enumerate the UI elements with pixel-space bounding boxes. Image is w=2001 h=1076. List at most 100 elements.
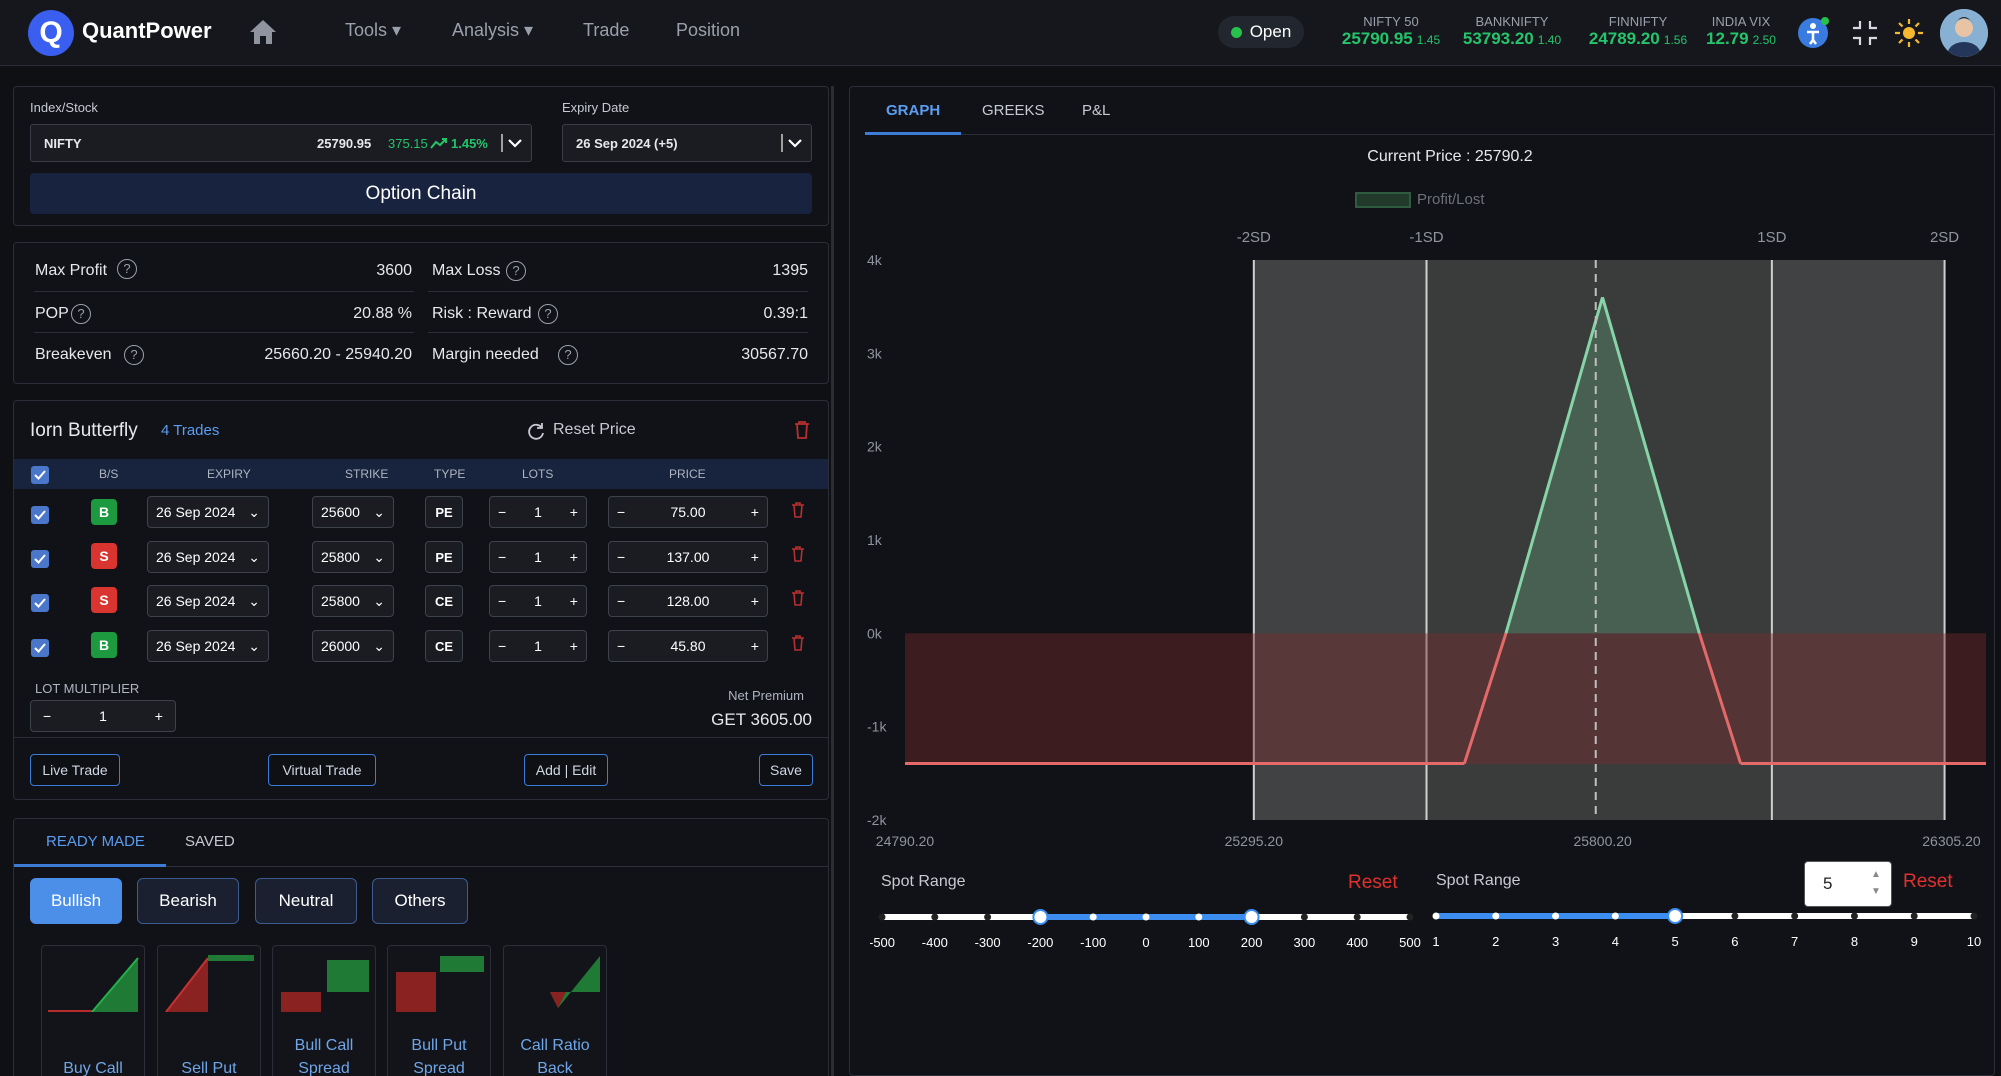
strike-picker[interactable]: 26000 ⌄ <box>312 630 394 662</box>
expiry-picker[interactable]: 26 Sep 2024 ⌄ <box>147 496 269 528</box>
category-others[interactable]: Others <box>372 878 468 924</box>
reset-price-button[interactable]: Reset Price <box>553 421 636 438</box>
help-icon[interactable]: ? <box>117 259 137 279</box>
help-icon[interactable]: ? <box>538 304 558 324</box>
left-scrollbar[interactable] <box>831 86 834 1076</box>
payoff-chart[interactable]: -2SD -1SD 1SD 2SD 4k 3k 2k 1k 0k -1k -2k 24790.20 25… <box>849 220 1995 860</box>
save-button[interactable]: Save <box>759 754 813 786</box>
category-bearish[interactable]: Bearish <box>137 878 239 924</box>
option-type-toggle[interactable]: PE <box>425 541 463 573</box>
strategy-card-bull-put-spread[interactable]: Bull Put Spread <box>387 945 491 1076</box>
compress-icon[interactable] <box>1848 16 1882 50</box>
minus-icon[interactable]: − <box>617 638 626 654</box>
plus-icon[interactable]: + <box>569 549 578 565</box>
plus-icon[interactable]: + <box>569 504 578 520</box>
add-edit-button[interactable]: Add | Edit <box>524 754 608 786</box>
minus-icon[interactable]: − <box>617 504 626 520</box>
index-nifty50[interactable]: NIFTY 50 25790.95 1.45 <box>1326 14 1456 49</box>
home-icon[interactable] <box>248 18 278 46</box>
tab-ready-made[interactable]: READY MADE <box>46 833 145 850</box>
expiry-select[interactable] <box>562 124 812 162</box>
option-type-toggle[interactable]: CE <box>425 585 463 617</box>
strike-picker[interactable]: 25600 ⌄ <box>312 496 394 528</box>
expiry-picker[interactable]: 26 Sep 2024 ⌄ <box>147 541 269 573</box>
strike-picker[interactable]: 25800 ⌄ <box>312 541 394 573</box>
spot-range-reset-button-2[interactable]: Reset <box>1903 871 1953 892</box>
lots-stepper[interactable]: − 1 + <box>489 541 587 573</box>
spot-range-slider[interactable]: -500 -400 -300 -200 -100 0 100 200 300 400 500 <box>870 900 1430 958</box>
minus-icon[interactable]: − <box>617 593 626 609</box>
tab-graph[interactable]: GRAPH <box>886 102 941 119</box>
help-icon[interactable]: ? <box>71 304 91 324</box>
row-checkbox[interactable] <box>31 639 49 657</box>
minus-icon[interactable]: − <box>617 549 626 565</box>
virtual-trade-button[interactable]: Virtual Trade <box>268 754 376 786</box>
delete-row-icon[interactable] <box>791 546 805 562</box>
minus-icon[interactable]: − <box>43 708 52 724</box>
spot-range-reset-button[interactable]: Reset <box>1348 872 1398 893</box>
row-checkbox[interactable] <box>31 594 49 612</box>
plus-icon[interactable]: + <box>750 638 759 654</box>
nav-tools[interactable]: Tools ▾ <box>345 20 402 40</box>
nav-analysis[interactable]: Analysis ▾ <box>452 20 534 40</box>
strike-picker[interactable]: 25800 ⌄ <box>312 585 394 617</box>
buy-sell-toggle[interactable]: B <box>91 499 117 525</box>
price-stepper[interactable]: − 137.00 + <box>608 541 768 573</box>
row-checkbox[interactable] <box>31 550 49 568</box>
category-bullish[interactable]: Bullish <box>30 878 122 924</box>
index-indiavix[interactable]: INDIA VIX 12.79 2.50 <box>1696 14 1786 49</box>
trade-count[interactable]: 4 Trades <box>161 422 220 439</box>
minus-icon[interactable]: − <box>498 504 507 520</box>
buy-sell-toggle[interactable]: B <box>91 632 117 658</box>
spinner-arrows-icon[interactable]: ▲ ▼ <box>1871 869 1881 897</box>
nav-position[interactable]: Position <box>676 20 741 40</box>
delete-row-icon[interactable] <box>791 590 805 606</box>
help-icon[interactable]: ? <box>558 345 578 365</box>
buy-sell-toggle[interactable]: S <box>91 543 117 569</box>
help-icon[interactable]: ? <box>506 261 526 281</box>
lot-multiplier-stepper[interactable]: − 1 + <box>30 700 176 732</box>
plus-icon[interactable]: + <box>569 593 578 609</box>
user-avatar[interactable] <box>1940 9 1988 57</box>
slider-handle[interactable] <box>1032 909 1049 925</box>
price-stepper[interactable]: − 45.80 + <box>608 630 768 662</box>
minus-icon[interactable]: − <box>498 593 507 609</box>
plus-icon[interactable]: + <box>154 708 163 724</box>
tab-greeks[interactable]: GREEKS <box>982 102 1045 119</box>
plus-icon[interactable]: + <box>750 593 759 609</box>
slider-handle[interactable] <box>1243 909 1260 925</box>
minus-icon[interactable]: − <box>498 638 507 654</box>
row-checkbox[interactable] <box>31 506 49 524</box>
logo-icon[interactable]: Q <box>28 10 74 56</box>
tab-saved[interactable]: SAVED <box>185 833 235 850</box>
option-chain-button[interactable]: Option Chain <box>30 173 812 214</box>
lots-stepper[interactable]: − 1 + <box>489 630 587 662</box>
price-stepper[interactable]: − 75.00 + <box>608 496 768 528</box>
price-stepper[interactable]: − 128.00 + <box>608 585 768 617</box>
expiry-picker[interactable]: 26 Sep 2024 ⌄ <box>147 630 269 662</box>
help-icon[interactable]: ? <box>124 345 144 365</box>
spot-range-input[interactable]: 5 <box>1804 861 1892 907</box>
minus-icon[interactable]: − <box>498 549 507 565</box>
refresh-icon[interactable] <box>527 422 545 440</box>
spot-range-slider-2[interactable]: 1 2 3 4 5 6 7 8 9 10 <box>1428 900 1988 958</box>
expiry-picker[interactable]: 26 Sep 2024 ⌄ <box>147 585 269 617</box>
lots-stepper[interactable]: − 1 + <box>489 585 587 617</box>
index-select[interactable] <box>30 124 532 162</box>
plus-icon[interactable]: + <box>750 549 759 565</box>
delete-row-icon[interactable] <box>791 635 805 651</box>
select-all-checkbox[interactable] <box>31 466 49 484</box>
plus-icon[interactable]: + <box>569 638 578 654</box>
strategy-card-call-ratio-back[interactable]: Call Ratio Back <box>503 945 607 1076</box>
delete-row-icon[interactable] <box>791 502 805 518</box>
option-type-toggle[interactable]: PE <box>425 496 463 528</box>
index-banknifty[interactable]: BANKNIFTY 53793.20 1.40 <box>1444 14 1580 49</box>
buy-sell-toggle[interactable]: S <box>91 587 117 613</box>
option-type-toggle[interactable]: CE <box>425 630 463 662</box>
plus-icon[interactable]: + <box>750 504 759 520</box>
lots-stepper[interactable]: − 1 + <box>489 496 587 528</box>
sun-icon[interactable] <box>1892 16 1926 50</box>
index-finnifty[interactable]: FINNIFTY 24789.20 1.56 <box>1570 14 1706 49</box>
tab-pnl[interactable]: P&L <box>1082 102 1111 119</box>
strategy-card-bull-call-spread[interactable]: Bull Call Spread <box>272 945 376 1076</box>
